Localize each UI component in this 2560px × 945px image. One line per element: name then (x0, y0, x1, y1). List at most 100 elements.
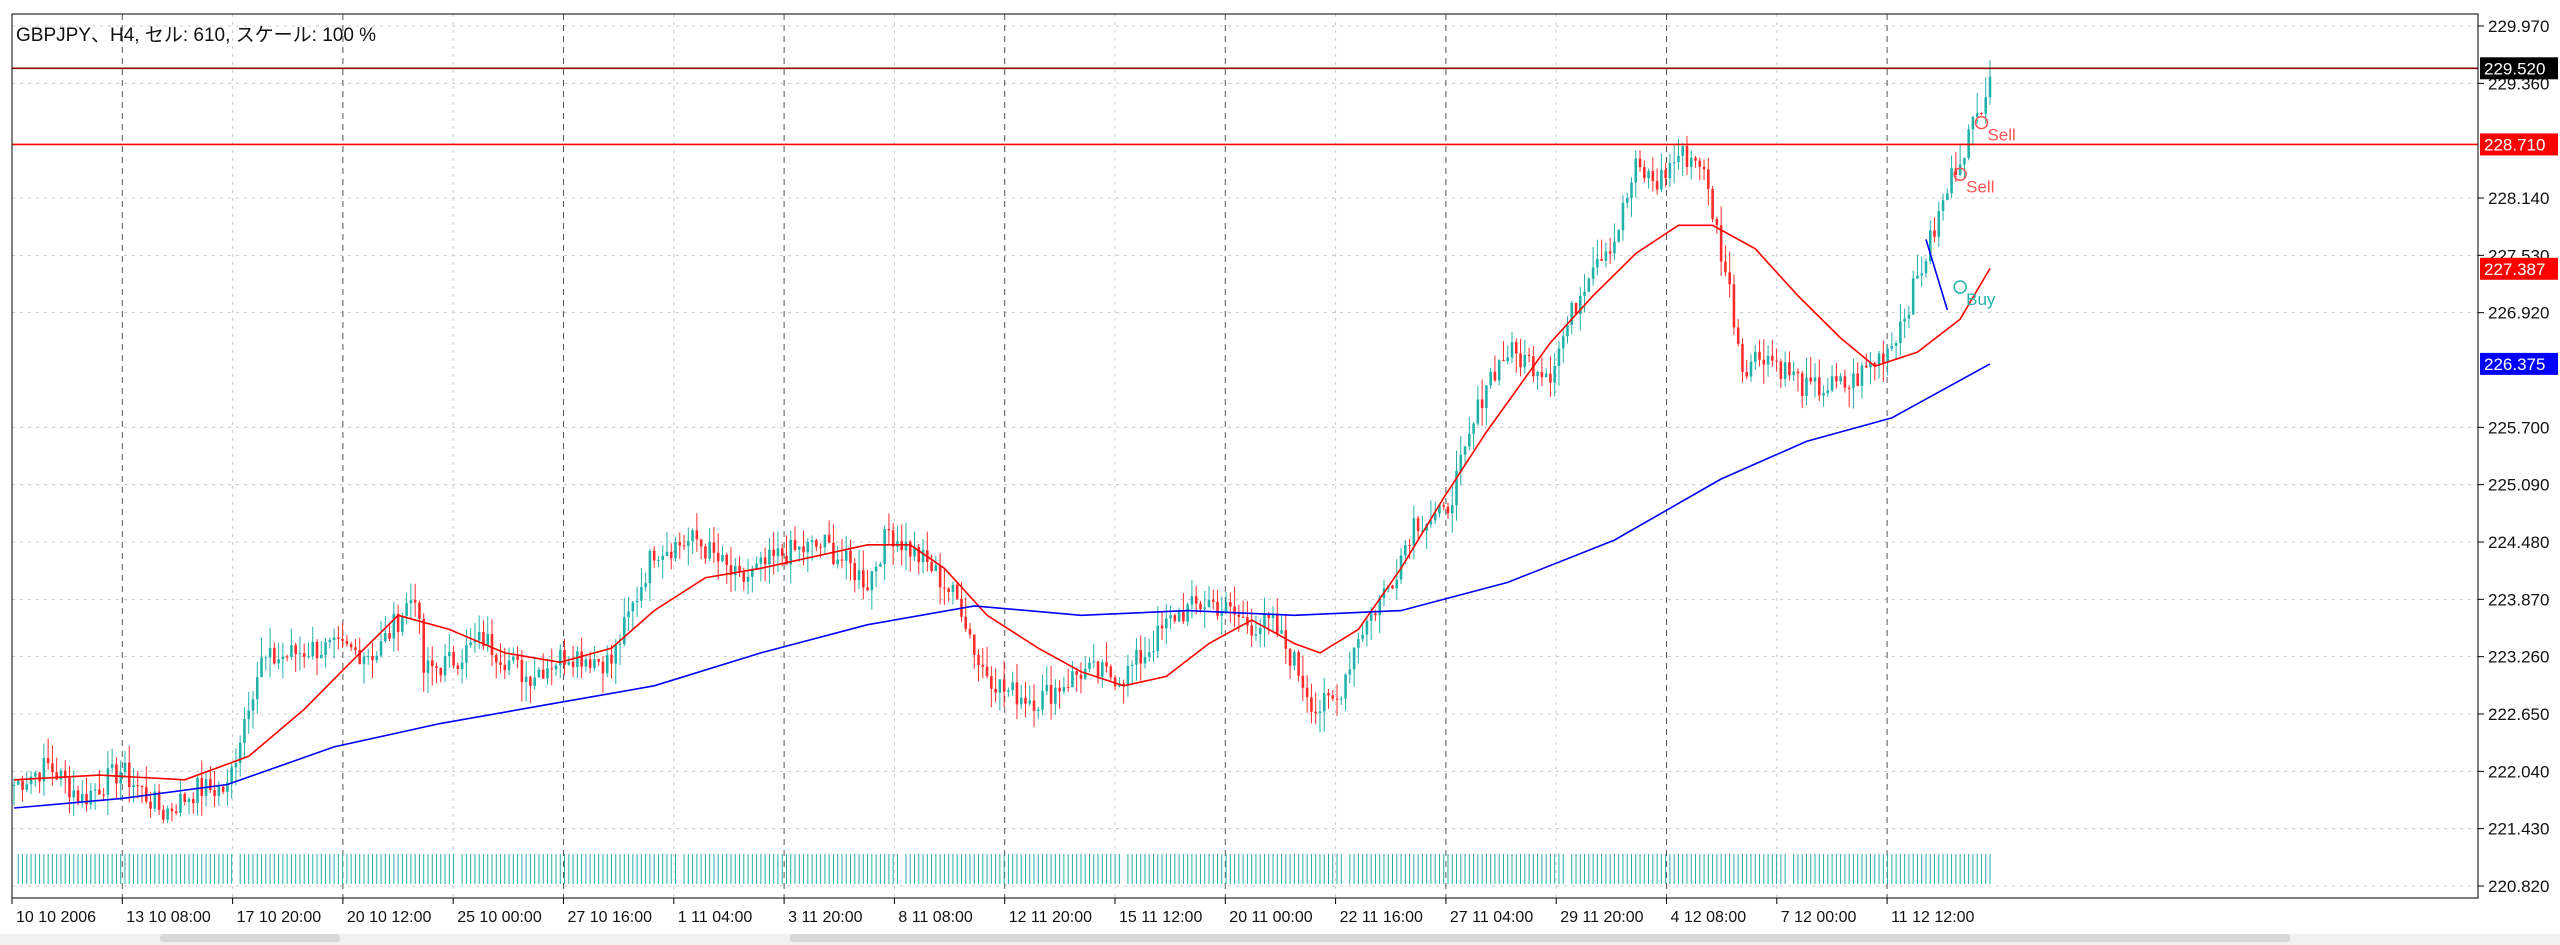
price-label: 227.387 (2484, 260, 2545, 279)
candle-body (1331, 695, 1335, 699)
candle-body (140, 785, 144, 788)
candle-body (917, 546, 921, 563)
candle-body (337, 637, 340, 639)
candle-body (1724, 261, 1727, 273)
candle-body (1732, 284, 1736, 328)
candle-body (21, 780, 24, 790)
candle-body (614, 644, 618, 664)
candle-body (1694, 157, 1697, 161)
buy-marker-label: Buy (1966, 290, 1996, 309)
candle-body (751, 568, 754, 577)
x-tick-label: 20 11 00:00 (1229, 909, 1312, 926)
candle-body (682, 545, 686, 547)
candle-body (1126, 665, 1130, 687)
candle-body (712, 542, 716, 553)
candle-body (1442, 505, 1445, 507)
candle-body (823, 534, 827, 548)
candle-body (1792, 371, 1795, 376)
x-tick-label: 12 11 20:00 (1009, 909, 1092, 926)
grid (11, 14, 2478, 898)
candle-body (1258, 627, 1262, 635)
candle-body (738, 565, 741, 573)
candle-body (29, 776, 33, 785)
candle-body (1502, 359, 1505, 362)
candle-body (1963, 158, 1966, 165)
candle-body (465, 645, 468, 663)
candle-body (1604, 251, 1608, 261)
candle-body (1493, 371, 1497, 381)
candle-body (1314, 711, 1317, 714)
candle-body (448, 651, 451, 657)
candle-body (1583, 291, 1586, 296)
candle-body (1527, 354, 1531, 357)
candle-body (1079, 674, 1083, 679)
candle-body (85, 794, 88, 805)
scroll-thumb-main[interactable] (790, 934, 2290, 942)
price-label-bg (2480, 257, 2558, 280)
candle-body (1625, 198, 1629, 203)
candle-body (1041, 691, 1044, 710)
candle-body (981, 664, 985, 667)
candle-body (1946, 193, 1949, 201)
candle-body (998, 679, 1002, 693)
price-lines (12, 67, 2478, 146)
y-tick-label: 223.260 (2488, 648, 2549, 667)
candle-body (311, 641, 315, 657)
candle-body (1288, 648, 1292, 666)
candle-body (601, 661, 605, 674)
candle-body (413, 600, 417, 603)
candle-body (1766, 355, 1770, 365)
candle-body (1024, 697, 1027, 704)
candle-body (870, 571, 874, 591)
candle-body (1275, 613, 1279, 634)
candle-body (1203, 607, 1207, 610)
candle-body (716, 552, 720, 562)
candle-body (1071, 671, 1074, 688)
candle-body (1608, 251, 1612, 254)
candle-body (435, 666, 438, 668)
x-tick-label: 29 11 20:00 (1560, 909, 1643, 926)
moving-averages (13, 224, 1991, 809)
candle-body (1596, 258, 1599, 268)
candle-body (571, 661, 575, 667)
candle-body (1728, 272, 1731, 285)
candle-body (132, 785, 135, 788)
candle-body (1536, 372, 1539, 377)
candle-body (46, 758, 50, 764)
candle-body (1318, 711, 1322, 714)
x-tick-label: 20 10 12:00 (347, 909, 432, 926)
candle-body (1886, 348, 1889, 363)
candle-body (593, 659, 596, 668)
candle-body (1587, 278, 1591, 292)
candle-body (1322, 692, 1326, 712)
y-tick-label: 225.090 (2488, 476, 2549, 495)
plot-frame (11, 13, 2479, 899)
scroll-thumb-left[interactable] (160, 934, 340, 942)
candle-body (862, 570, 865, 588)
candle-body (1216, 601, 1219, 616)
candle-body (1194, 596, 1198, 604)
candle-body (89, 790, 93, 805)
candle-body (516, 656, 519, 660)
candle-body (588, 659, 592, 668)
candle-body (379, 641, 383, 656)
candle-body (38, 772, 41, 782)
y-tick-label: 228.140 (2488, 189, 2549, 208)
candle-body (392, 613, 396, 639)
candle-body (1788, 362, 1791, 376)
candle-body (955, 584, 959, 599)
candle-body (328, 640, 332, 643)
y-tick-label: 222.040 (2488, 762, 2549, 781)
candle-body (1711, 188, 1714, 220)
candle-body (725, 554, 729, 566)
candle-body (418, 602, 421, 619)
candle-body (320, 654, 323, 659)
candle-body (559, 649, 562, 666)
x-tick-label: 1 11 04:00 (678, 909, 753, 926)
candle-body (307, 656, 310, 658)
candle-body (59, 770, 63, 780)
candle-body (1864, 365, 1868, 368)
candle-body (16, 780, 20, 785)
